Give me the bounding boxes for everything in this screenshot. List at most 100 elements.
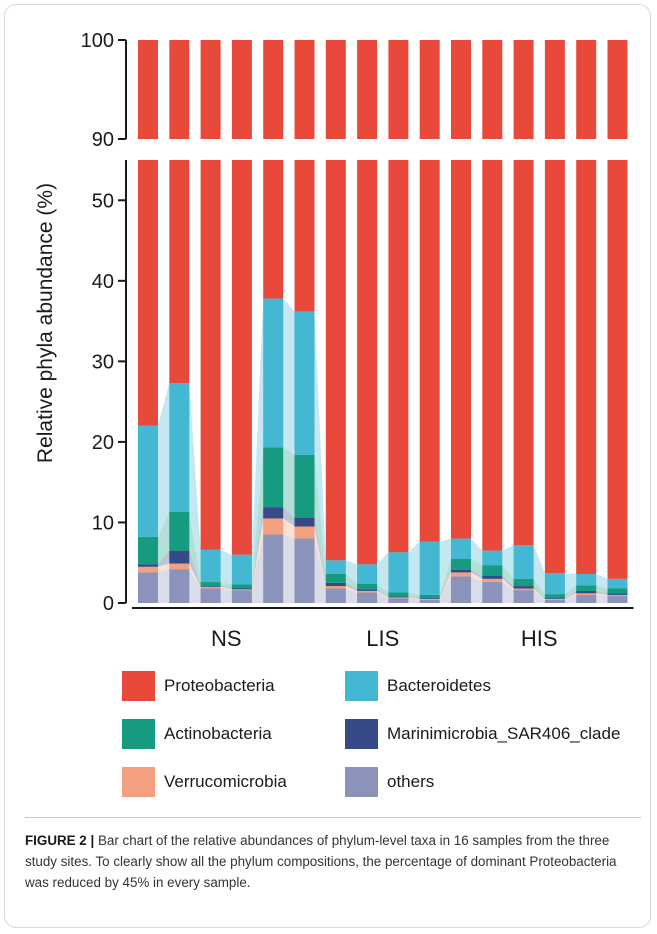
bar-segment-marinimicrobia_sar406_clade: [357, 589, 378, 591]
bar-segment-actinobacteria: [388, 592, 409, 597]
bar-segment-bacteroidetes: [200, 549, 221, 583]
bar-segment-proteobacteria-upper: [576, 40, 597, 139]
legend: Proteobacteria Bacteroidetes Actinobacteri…: [122, 671, 622, 801]
bar-segment-actinobacteria: [357, 583, 378, 590]
legend-swatch: [345, 719, 378, 749]
bar-segment-marinimicrobia_sar406_clade: [263, 507, 284, 519]
bar-segment-bacteroidetes: [388, 552, 409, 593]
bar-segment-verrucomicrobia: [513, 588, 534, 591]
bar-segment-verrucomicrobia: [482, 578, 503, 583]
bar-segment-others: [357, 592, 378, 603]
legend-label: Marinimicrobia_SAR406_clade: [387, 724, 621, 743]
bar-segment-proteobacteria: [419, 160, 440, 542]
bar-segment-marinimicrobia_sar406_clade: [419, 598, 440, 599]
legend-label: Actinobacteria: [164, 724, 272, 743]
bar-segment-marinimicrobia_sar406_clade: [451, 569, 471, 573]
bar-segment-marinimicrobia_sar406_clade: [544, 598, 565, 599]
bar-segment-proteobacteria: [607, 160, 628, 579]
bar-segment-proteobacteria-upper: [357, 40, 378, 139]
bar-segment-others: [138, 572, 158, 603]
bar-segment-verrucomicrobia: [231, 589, 252, 591]
bar-segment-marinimicrobia_sar406_clade: [169, 550, 190, 564]
band-bacteroidetes: [138, 298, 628, 595]
bar-segment-bacteroidetes: [482, 550, 503, 566]
bar-segment-proteobacteria: [325, 160, 346, 561]
bar-segment-actinobacteria: [419, 594, 440, 599]
y-tick-label: 20: [92, 432, 114, 454]
bar-segment-actinobacteria: [607, 588, 628, 594]
bar-segment-bacteroidetes: [263, 298, 284, 448]
legend-item: Marinimicrobia_SAR406_clade: [345, 719, 620, 749]
bar-segment-proteobacteria-upper: [544, 40, 565, 139]
y-tick-label: 50: [92, 190, 114, 212]
bar-segment-marinimicrobia_sar406_clade: [576, 590, 597, 594]
bar-segment-bacteroidetes: [607, 578, 628, 589]
bar-segment-bacteroidetes: [544, 573, 565, 595]
bar-segment-proteobacteria-upper: [263, 40, 284, 139]
bar-segment-others: [325, 588, 346, 603]
caption-divider: [25, 817, 641, 818]
bar-segment-others: [576, 594, 597, 603]
bar-segment-marinimicrobia_sar406_clade: [325, 582, 346, 587]
legend-swatch: [345, 767, 378, 797]
bar-segment-proteobacteria-upper: [138, 40, 158, 139]
legend-swatch: [122, 767, 155, 797]
bar-segment-others: [169, 569, 190, 603]
legend-item: Actinobacteria: [122, 719, 272, 749]
y-tick-label: 30: [92, 351, 114, 373]
group-labels: NS LIS HIS: [132, 607, 634, 651]
bar-segment-bacteroidetes: [576, 574, 597, 586]
legend-item: Proteobacteria: [122, 671, 275, 701]
y-axis: 0 10 20 30 40 50 90 100: [81, 30, 127, 615]
legend-label: Bacteroidetes: [387, 676, 491, 695]
caption-label: FIGURE 2 |: [25, 833, 95, 848]
bar-segment-proteobacteria-upper: [419, 40, 440, 139]
bar-segment-actinobacteria: [513, 578, 534, 587]
bar-segment-proteobacteria-upper: [513, 40, 534, 139]
band-marinimicrobia_sar406_clade: [138, 507, 628, 599]
bar-segment-bacteroidetes: [513, 545, 534, 579]
bar-segment-proteobacteria-upper: [200, 40, 221, 139]
bar-segment-verrucomicrobia: [357, 590, 378, 593]
band-verrucomicrobia: [138, 518, 628, 600]
bar-segment-proteobacteria: [576, 160, 597, 575]
figure-frame: 0 10 20 30 40 50 90 100 NS LIS HIS Relative phyla…: [4, 4, 651, 928]
group-label: HIS: [521, 626, 558, 651]
bar-segment-proteobacteria-upper: [482, 40, 503, 139]
bar-segment-others: [513, 590, 534, 603]
bar-segment-verrucomicrobia: [607, 594, 628, 596]
legend-label: others: [387, 772, 435, 791]
bar-segment-others: [482, 582, 503, 603]
legend-swatch: [122, 719, 155, 749]
bar-segment-actinobacteria: [200, 582, 221, 587]
bar-segment-proteobacteria-upper: [169, 40, 190, 139]
bar-segment-verrucomicrobia: [325, 586, 346, 589]
bar-segment-marinimicrobia_sar406_clade: [200, 586, 221, 587]
bar-segment-proteobacteria: [169, 160, 190, 384]
bar-segment-marinimicrobia_sar406_clade: [607, 593, 628, 595]
bar-segment-proteobacteria-upper: [388, 40, 409, 139]
bar-segment-proteobacteria: [263, 160, 284, 299]
stacked-bar-chart: 0 10 20 30 40 50 90 100 NS LIS HIS Relative phyla…: [34, 30, 634, 651]
bar-segment-proteobacteria: [294, 160, 315, 312]
legend-swatch: [345, 671, 378, 701]
bar-segment-bacteroidetes: [138, 425, 158, 537]
bar-segment-others: [200, 588, 221, 603]
bar-segment-others: [263, 534, 284, 603]
bar-segment-verrucomicrobia: [200, 586, 221, 589]
bar-segment-actinobacteria: [482, 565, 503, 576]
bar-segment-verrucomicrobia: [451, 572, 471, 577]
legend-item: Verrucomicrobia: [122, 767, 287, 797]
bar-segment-proteobacteria: [138, 160, 158, 426]
bar-segment-actinobacteria: [294, 454, 315, 518]
bar-segment-others: [544, 599, 565, 603]
caption-text: Bar chart of the relative abundances of …: [25, 833, 617, 890]
bar-segment-verrucomicrobia: [138, 566, 158, 573]
bar-segment-actinobacteria: [544, 594, 565, 599]
legend-item: others: [345, 767, 434, 797]
bar-segment-verrucomicrobia: [263, 518, 284, 535]
bar-segment-actinobacteria: [138, 536, 158, 565]
bar-segment-others: [294, 538, 315, 603]
bar-segment-proteobacteria: [388, 160, 409, 553]
y-tick-label: 40: [92, 271, 114, 293]
